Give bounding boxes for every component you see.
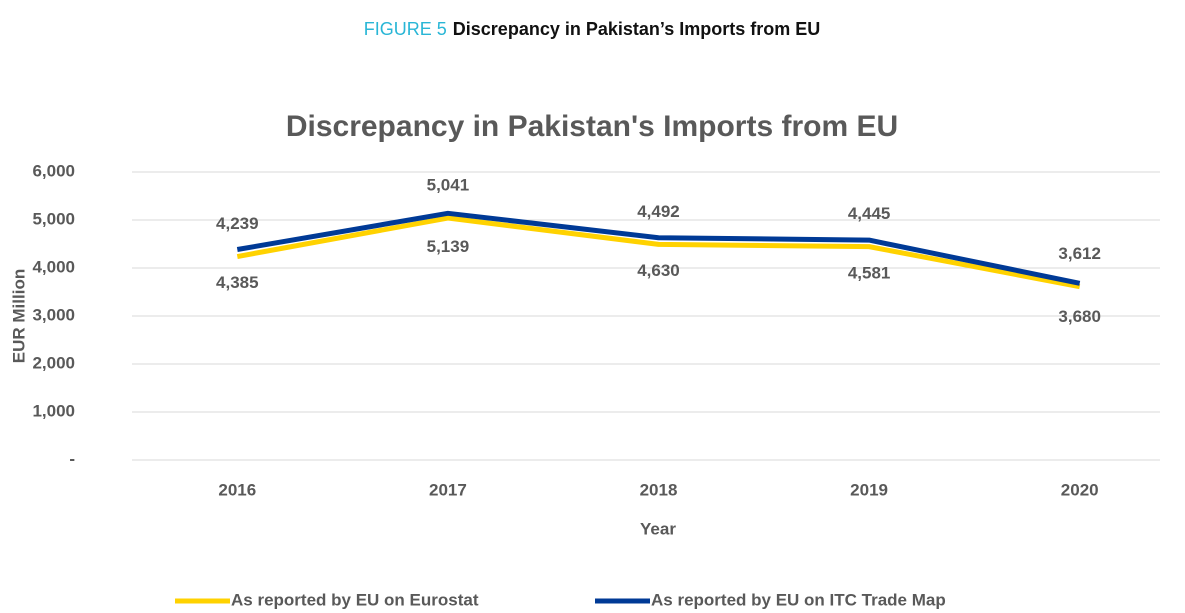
figure-heading: FIGURE 5 Discrepancy in Pakistan’s Import…: [364, 19, 820, 39]
data-label: 4,630: [637, 261, 680, 280]
x-tick-label: 2017: [429, 480, 467, 499]
y-tick-label: 5,000: [32, 209, 75, 228]
data-label: 4,581: [848, 264, 891, 283]
y-tick-label: 6,000: [32, 161, 75, 180]
y-tick-label: 3,000: [32, 305, 75, 324]
data-label: 4,385: [216, 273, 259, 292]
chart-title: Discrepancy in Pakistan's Imports from E…: [286, 110, 898, 143]
data-label: 4,445: [848, 204, 891, 223]
x-axis-label: Year: [640, 519, 676, 538]
data-label: 5,139: [427, 237, 470, 256]
x-tick-label: 2016: [218, 480, 256, 499]
y-tick-label: 1,000: [32, 401, 75, 420]
line: [236, 210, 1081, 286]
x-tick-label: 2020: [1061, 480, 1099, 499]
y-tick-label: -: [69, 449, 75, 468]
line: [236, 215, 1081, 290]
x-tick-label: 2019: [850, 480, 888, 499]
y-tick-label: 2,000: [32, 353, 75, 372]
figure-title: Discrepancy in Pakistan’s Imports from E…: [453, 19, 820, 39]
legend-label: As reported by EU on ITC Trade Map: [651, 590, 946, 609]
data-label: 4,239: [216, 214, 259, 233]
legend-label: As reported by EU on Eurostat: [231, 590, 479, 609]
y-axis-label: EUR Million: [9, 269, 28, 363]
data-label: 4,492: [637, 202, 680, 221]
figure-label: FIGURE 5: [364, 19, 447, 39]
data-label: 3,680: [1058, 307, 1101, 326]
y-tick-label: 4,000: [32, 257, 75, 276]
x-tick-label: 2018: [640, 480, 678, 499]
data-label: 5,041: [427, 176, 470, 195]
data-label: 3,612: [1058, 244, 1101, 263]
